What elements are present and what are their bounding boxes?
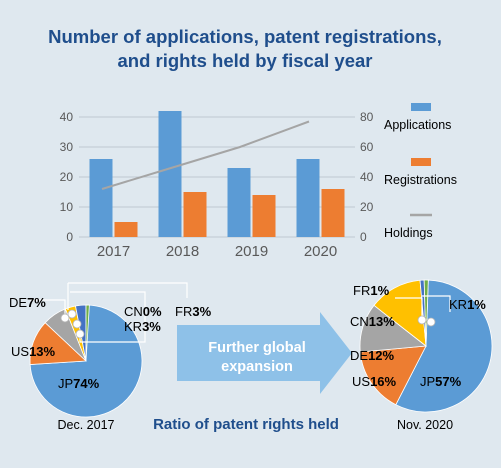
bar-applications-2020 — [296, 159, 320, 237]
pie-slice-cn-2017 — [85, 304, 90, 362]
label-fr-2017: FR3% — [175, 304, 212, 319]
arrow-text-line1: Further global — [208, 340, 305, 356]
y-right-tick-20: 20 — [360, 200, 374, 214]
x-tick-2019: 2019 — [235, 243, 268, 260]
leader-fr-2017 — [68, 282, 188, 298]
label-de-2017: DE7% — [9, 295, 46, 310]
legend-label-applications: Applications — [384, 118, 451, 132]
marker-kr-2020 — [426, 317, 436, 327]
y-right-tick-0: 0 — [360, 230, 367, 244]
x-tick-2018: 2018 — [166, 243, 199, 260]
marker-kr-2017 — [75, 329, 85, 339]
leader-kr-2017 — [70, 291, 146, 343]
y-left-tick-0: 0 — [66, 230, 73, 244]
bar-registrations-2018 — [183, 192, 207, 237]
leader-kr-2020 — [422, 295, 451, 312]
pie-2017-markers — [60, 309, 85, 339]
legend-label-holdings: Holdings — [384, 226, 433, 240]
legend-label-registrations: Registrations — [384, 173, 457, 187]
bar-applications-2019 — [227, 168, 251, 237]
x-tick-2017: 2017 — [97, 243, 130, 260]
y-left-tick-10: 10 — [60, 200, 74, 214]
label-us-2020: US16% — [352, 374, 397, 389]
marker-cn-2017 — [67, 309, 77, 319]
tick-labels: 0 10 20 30 40 0 20 40 60 80 2017 2018 2019 2020 — [60, 110, 374, 260]
y-left-tick-40: 40 — [60, 110, 74, 124]
label-cn-2020: CN13% — [350, 314, 395, 329]
pie-2020-markers — [417, 315, 436, 327]
holdings-line — [101, 120, 310, 190]
pie-slice-jp-2020 — [395, 279, 493, 413]
legend-swatch-applications — [411, 103, 431, 111]
bar-registrations-2020 — [321, 189, 345, 237]
legend-swatch-registrations — [411, 158, 431, 166]
x-tick-2020: 2020 — [304, 243, 337, 260]
label-fr-2020: FR1% — [353, 283, 390, 298]
y-left-tick-20: 20 — [60, 170, 74, 184]
label-de-2020: DE12% — [350, 348, 395, 363]
holdings-line-path — [101, 120, 310, 190]
y-right-tick-60: 60 — [360, 140, 374, 154]
bar-applications-2017 — [89, 159, 113, 237]
label-cn-2017: CN0% — [124, 304, 162, 319]
marker-fr-2017 — [72, 319, 82, 329]
y-right-tick-80: 80 — [360, 110, 374, 124]
bar-registrations-2019 — [252, 195, 276, 237]
bar-registrations-2017 — [114, 222, 138, 237]
leader-fr-2020 — [395, 297, 423, 318]
pie-2020 — [359, 279, 493, 413]
pie-slice-us-2020 — [359, 345, 427, 406]
marker-de-2017 — [60, 313, 70, 323]
leader-de-2017 — [30, 299, 66, 318]
caption-2020: Nov. 2020 — [397, 418, 453, 432]
arrow-text-line2: expansion — [221, 359, 293, 375]
chart-title-line2: and rights held by fiscal year — [118, 50, 373, 71]
y-right-tick-40: 40 — [360, 170, 374, 184]
label-us-2017: US13% — [11, 344, 56, 359]
caption-2017: Dec. 2017 — [58, 418, 115, 432]
bars — [89, 111, 345, 237]
legend: Applications Registrations Holdings — [384, 103, 457, 240]
bar-applications-2018 — [158, 111, 182, 237]
marker-fr-2020 — [417, 315, 427, 325]
pie-2020-leader-lines — [395, 295, 451, 318]
y-left-tick-30: 30 — [60, 140, 74, 154]
label-jp-2020: JP57% — [420, 374, 462, 389]
ratio-caption: Ratio of patent rights held — [153, 416, 339, 433]
chart-title-line1: Number of applications, patent registrat… — [48, 26, 442, 47]
arrow-shape — [177, 312, 352, 394]
label-kr-2020: KR1% — [449, 297, 486, 312]
label-kr-2017: KR3% — [124, 319, 161, 334]
pie-2017-leader-lines — [30, 282, 188, 343]
label-jp-2017: JP74% — [58, 376, 100, 391]
